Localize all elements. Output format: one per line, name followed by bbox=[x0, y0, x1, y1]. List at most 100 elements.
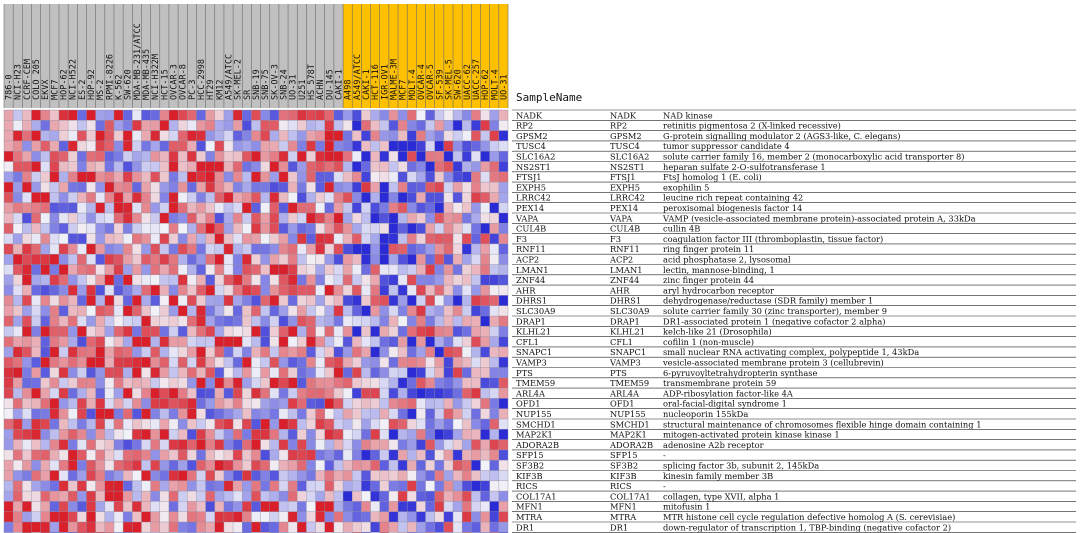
heatmap-cell bbox=[297, 254, 307, 265]
heatmap-cell bbox=[434, 316, 444, 327]
column-label: SK-MEL-2 bbox=[234, 59, 244, 100]
heatmap-cell bbox=[343, 511, 353, 522]
heatmap-cell bbox=[352, 357, 362, 368]
heatmap-cell bbox=[205, 491, 215, 502]
heatmap-cell bbox=[13, 419, 23, 430]
heatmap-cell bbox=[498, 254, 508, 265]
heatmap-cell bbox=[260, 326, 270, 337]
heatmap-cell bbox=[498, 408, 508, 419]
heatmap-cell bbox=[242, 223, 252, 234]
heatmap-cell bbox=[443, 130, 454, 141]
heatmap-cell bbox=[49, 243, 59, 255]
row-symbol: DHRS1 bbox=[610, 296, 641, 306]
heatmap-cell bbox=[242, 491, 252, 502]
heatmap-cell bbox=[498, 264, 508, 275]
heatmap-cell bbox=[113, 110, 124, 121]
heatmap-cell bbox=[453, 470, 463, 481]
heatmap-cell bbox=[471, 470, 481, 481]
heatmap-cell bbox=[113, 213, 124, 224]
heatmap-cell bbox=[233, 130, 243, 141]
heatmap-cell bbox=[462, 408, 472, 419]
heatmap-cell bbox=[49, 151, 59, 162]
heatmap-cell bbox=[132, 429, 142, 440]
heatmap-cell bbox=[187, 171, 197, 183]
heatmap-cell bbox=[379, 110, 389, 121]
heatmap-cell bbox=[251, 501, 261, 512]
heatmap-cell bbox=[288, 161, 298, 172]
row-gene: MTRA bbox=[516, 512, 543, 522]
heatmap-cell bbox=[315, 336, 325, 347]
heatmap-cell bbox=[40, 161, 50, 172]
heatmap-cell bbox=[471, 346, 481, 358]
heatmap-cell bbox=[388, 336, 399, 347]
heatmap-cell bbox=[123, 429, 133, 440]
heatmap-cell bbox=[388, 285, 399, 296]
row-description: leucine rich repeat containing 42 bbox=[663, 193, 803, 203]
heatmap-cell bbox=[233, 305, 243, 316]
heatmap-cell bbox=[361, 326, 371, 337]
heatmap-cell bbox=[352, 377, 362, 389]
heatmap-cell bbox=[333, 110, 344, 121]
heatmap-cell bbox=[40, 243, 50, 255]
row-description: ring finger protein 11 bbox=[663, 244, 754, 254]
heatmap-cell bbox=[297, 243, 307, 255]
heatmap-cell bbox=[31, 460, 41, 471]
heatmap-cell bbox=[407, 336, 417, 347]
heatmap-cell bbox=[306, 439, 316, 450]
heatmap-cell bbox=[178, 336, 188, 347]
heatmap-cell bbox=[178, 233, 188, 244]
heatmap-cell bbox=[434, 223, 444, 234]
row-symbol: F3 bbox=[610, 234, 621, 244]
heatmap-cell bbox=[233, 264, 243, 275]
heatmap-cell bbox=[178, 357, 188, 368]
heatmap-cell bbox=[315, 326, 325, 337]
heatmap-cell bbox=[123, 305, 133, 316]
heatmap-cell bbox=[443, 110, 454, 121]
column-label: SK-MEL-5 bbox=[444, 59, 454, 100]
heatmap-cell bbox=[242, 367, 252, 378]
heatmap-cell bbox=[214, 326, 224, 337]
heatmap-cell bbox=[489, 346, 499, 358]
heatmap-cell bbox=[269, 182, 279, 193]
heatmap-cell bbox=[315, 274, 325, 286]
heatmap-cell bbox=[49, 346, 59, 358]
heatmap-cell bbox=[159, 264, 169, 275]
row-description: ADP-ribosylation factor-like 4A bbox=[662, 388, 794, 398]
heatmap-cell bbox=[196, 233, 206, 244]
heatmap-cell bbox=[95, 130, 105, 141]
heatmap-cell bbox=[132, 377, 142, 389]
heatmap-cell bbox=[77, 460, 87, 471]
heatmap-cell bbox=[462, 511, 472, 522]
heatmap-cell bbox=[471, 357, 481, 368]
heatmap-cell bbox=[196, 408, 206, 419]
heatmap-cell bbox=[489, 140, 499, 152]
heatmap-cell bbox=[480, 460, 490, 471]
heatmap-cell bbox=[343, 192, 353, 203]
heatmap-cell bbox=[398, 326, 408, 337]
heatmap-cell bbox=[150, 511, 160, 522]
heatmap-cell bbox=[324, 316, 334, 327]
heatmap-cell bbox=[150, 357, 160, 368]
heatmap-cell bbox=[22, 274, 32, 286]
heatmap-cell bbox=[77, 346, 87, 358]
heatmap-cell bbox=[196, 295, 206, 306]
column-label: SK-OV-3 bbox=[270, 64, 280, 100]
heatmap-cell bbox=[196, 223, 206, 234]
heatmap-cell bbox=[498, 388, 508, 399]
heatmap-cell bbox=[123, 285, 133, 296]
heatmap-cell bbox=[95, 161, 105, 172]
heatmap-cell bbox=[306, 522, 316, 533]
heatmap-cell bbox=[68, 522, 78, 533]
heatmap-cell bbox=[370, 264, 380, 275]
heatmap-cell bbox=[104, 233, 114, 244]
heatmap-cell bbox=[141, 110, 151, 121]
heatmap-cell bbox=[113, 171, 124, 183]
column-label: A549/ATCC bbox=[353, 54, 363, 100]
heatmap-cell bbox=[297, 388, 307, 399]
heatmap-cell bbox=[141, 388, 151, 399]
heatmap-cell bbox=[150, 243, 160, 255]
heatmap-cell bbox=[58, 491, 69, 502]
heatmap-cell bbox=[462, 202, 472, 213]
heatmap-cell bbox=[443, 398, 454, 409]
heatmap-cell bbox=[361, 151, 371, 162]
